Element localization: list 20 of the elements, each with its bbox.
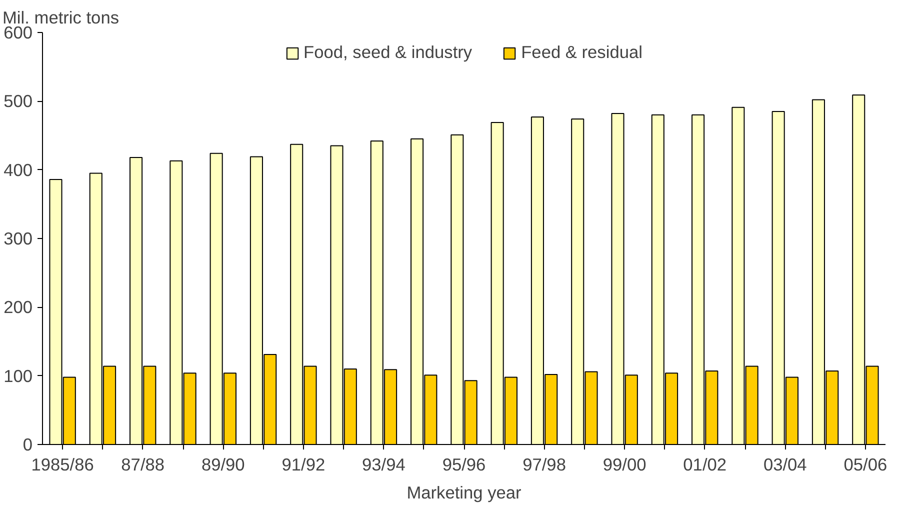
y-tick-label: 400 <box>4 160 33 180</box>
x-tick-label: 01/02 <box>683 454 727 474</box>
x-tick-label: 03/04 <box>763 454 808 474</box>
y-tick-label: 0 <box>22 434 33 454</box>
x-tick-label: 93/94 <box>362 454 406 474</box>
legend-label: Feed & residual <box>521 42 642 63</box>
x-tick-label: 91/92 <box>282 454 326 474</box>
x-tick-label: 1985/86 <box>31 454 94 474</box>
y-tick-label: 200 <box>4 297 33 318</box>
x-tick-label: 89/90 <box>201 454 245 474</box>
x-tick-label: 87/88 <box>121 454 165 474</box>
x-tick-label: 99/00 <box>602 454 646 474</box>
x-axis-title: Marketing year <box>406 482 522 502</box>
x-tick-label: 95/96 <box>442 454 486 474</box>
legend-label: Food, seed & industry <box>304 42 472 63</box>
y-tick-label: 100 <box>4 366 33 386</box>
x-tick-label: 05/06 <box>844 454 888 474</box>
y-tick-label: 300 <box>4 228 33 248</box>
x-tick-label: 97/98 <box>522 454 566 474</box>
y-tick-label: 500 <box>4 91 33 112</box>
